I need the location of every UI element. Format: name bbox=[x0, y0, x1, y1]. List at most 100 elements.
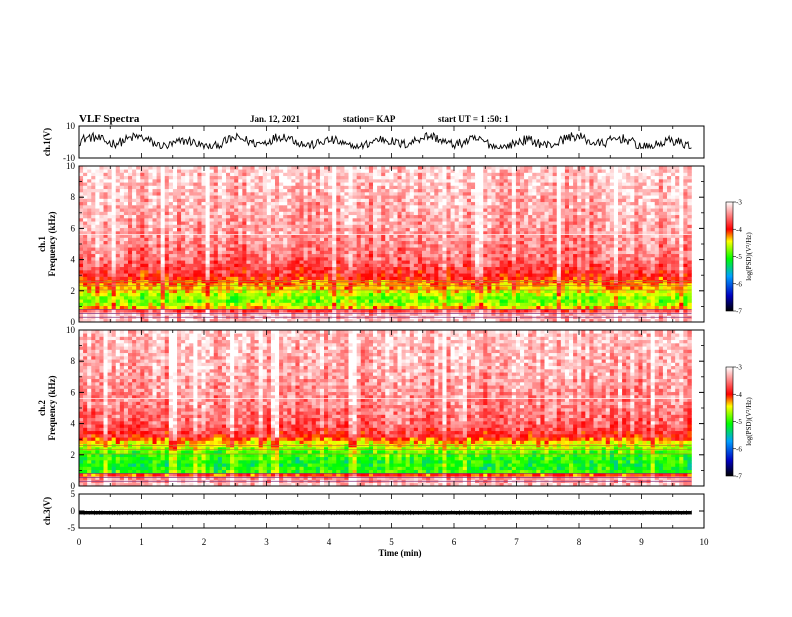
spectrogram-cell bbox=[683, 270, 687, 274]
spectrogram-cell bbox=[349, 293, 353, 297]
spectrogram-cell bbox=[679, 286, 683, 290]
spectrogram-cell bbox=[545, 273, 549, 277]
spectrogram-cell bbox=[181, 260, 185, 264]
spectrogram-cell bbox=[148, 270, 152, 274]
spectrogram-cell bbox=[295, 299, 299, 303]
spectrogram-cell bbox=[536, 270, 540, 274]
spectrogram-cell bbox=[148, 221, 152, 225]
spectrogram-cell bbox=[120, 254, 124, 258]
spectrogram-cell bbox=[545, 286, 549, 290]
spectrogram-cell bbox=[512, 264, 516, 268]
spectrogram-cell bbox=[197, 283, 201, 287]
spectrogram-cell bbox=[132, 270, 136, 274]
spectrogram-cell bbox=[471, 228, 475, 232]
spectrogram-cell bbox=[112, 218, 116, 222]
spectrogram-cell bbox=[304, 238, 308, 242]
spectrogram-cell bbox=[622, 231, 626, 235]
spectrogram-cell bbox=[655, 247, 659, 251]
spectrogram-cell bbox=[263, 254, 267, 258]
spectrogram-cell bbox=[148, 254, 152, 258]
spectrogram-cell bbox=[385, 299, 389, 303]
spectrogram-cell bbox=[475, 306, 479, 310]
spectrogram-cell bbox=[234, 251, 238, 255]
spectrogram-cell bbox=[483, 257, 487, 261]
spectrogram-cell bbox=[393, 293, 397, 297]
spectrogram-cell bbox=[647, 273, 651, 277]
spectrogram-cell bbox=[540, 270, 544, 274]
spectrogram-cell bbox=[643, 247, 647, 251]
spectrogram-cell bbox=[267, 218, 271, 222]
spectrogram-cell bbox=[442, 306, 446, 310]
spectrogram-cell bbox=[487, 260, 491, 264]
spectrogram-cell bbox=[226, 286, 230, 290]
spectrogram-cell bbox=[230, 264, 234, 268]
spectrogram-cell bbox=[246, 215, 250, 219]
spectrogram-cell bbox=[136, 299, 140, 303]
spectrogram-cell bbox=[108, 257, 112, 261]
spectrogram-cell bbox=[479, 283, 483, 287]
spectrogram-cell bbox=[287, 306, 291, 310]
spectrogram-cell bbox=[553, 251, 557, 255]
spectrogram-cell bbox=[189, 273, 193, 277]
spectrogram-cell bbox=[447, 296, 451, 300]
spectrogram-cell bbox=[532, 273, 536, 277]
spectrogram-cell bbox=[181, 251, 185, 255]
spectrogram-cell bbox=[622, 273, 626, 277]
spectrogram-cell bbox=[659, 293, 663, 297]
spectrogram-cell bbox=[402, 299, 406, 303]
spectrogram-cell bbox=[124, 260, 128, 264]
spectrogram-cell bbox=[479, 221, 483, 225]
spectrogram-cell bbox=[373, 264, 377, 268]
spectrogram-cell bbox=[91, 238, 95, 242]
spectrogram-cell bbox=[312, 296, 316, 300]
spectrogram-cell bbox=[259, 254, 263, 258]
spectrogram-cell bbox=[455, 244, 459, 248]
spectrogram-cell bbox=[246, 244, 250, 248]
spectrogram-cell bbox=[300, 218, 304, 222]
spectrogram-cell bbox=[210, 273, 214, 277]
spectrogram-cell bbox=[491, 251, 495, 255]
spectrogram-cell bbox=[340, 267, 344, 271]
spectrogram-cell bbox=[218, 270, 222, 274]
spectrogram-cell bbox=[218, 306, 222, 310]
spectrogram-cell bbox=[647, 228, 651, 232]
spectrogram-cell bbox=[553, 312, 557, 316]
spectrogram-cell bbox=[557, 267, 561, 271]
spectrogram-cell bbox=[255, 247, 259, 251]
spectrogram-cell bbox=[197, 296, 201, 300]
spectrogram-cell bbox=[304, 221, 308, 225]
spectrogram-cell bbox=[565, 286, 569, 290]
spectrogram-cell bbox=[169, 247, 173, 251]
spectrogram-cell bbox=[353, 241, 357, 245]
spectrogram-cell bbox=[246, 299, 250, 303]
spectrogram-cell bbox=[687, 277, 691, 281]
spectrogram-cell bbox=[332, 244, 336, 248]
spectrogram-cell bbox=[353, 312, 357, 316]
spectrogram-cell bbox=[667, 225, 671, 229]
spectrogram-cell bbox=[471, 296, 475, 300]
spectrogram-cell bbox=[283, 283, 287, 287]
spectrogram-cell bbox=[536, 299, 540, 303]
spectrogram-cell bbox=[598, 241, 602, 245]
spectrogram-cell bbox=[528, 257, 532, 261]
spectrogram-cell bbox=[340, 241, 344, 245]
spectrogram-cell bbox=[189, 312, 193, 316]
spectrogram-cell bbox=[451, 260, 455, 264]
spectrogram-cell bbox=[202, 221, 206, 225]
spectrogram-cell bbox=[157, 241, 161, 245]
spectrogram-cell bbox=[251, 218, 255, 222]
spectrogram-cell bbox=[385, 228, 389, 232]
spectrogram-cell bbox=[353, 231, 357, 235]
spectrogram-cell bbox=[679, 306, 683, 310]
spectrogram-cell bbox=[112, 215, 116, 219]
spectrogram-cell bbox=[393, 264, 397, 268]
spectrogram-cell bbox=[581, 238, 585, 242]
spectrogram-cell bbox=[687, 221, 691, 225]
spectrogram-cell bbox=[161, 221, 165, 225]
spectrogram-cell bbox=[504, 286, 508, 290]
spectrogram-cell bbox=[214, 231, 218, 235]
spectrogram-cell bbox=[108, 296, 112, 300]
spectrogram-cell bbox=[553, 215, 557, 219]
spectrogram-cell bbox=[308, 257, 312, 261]
